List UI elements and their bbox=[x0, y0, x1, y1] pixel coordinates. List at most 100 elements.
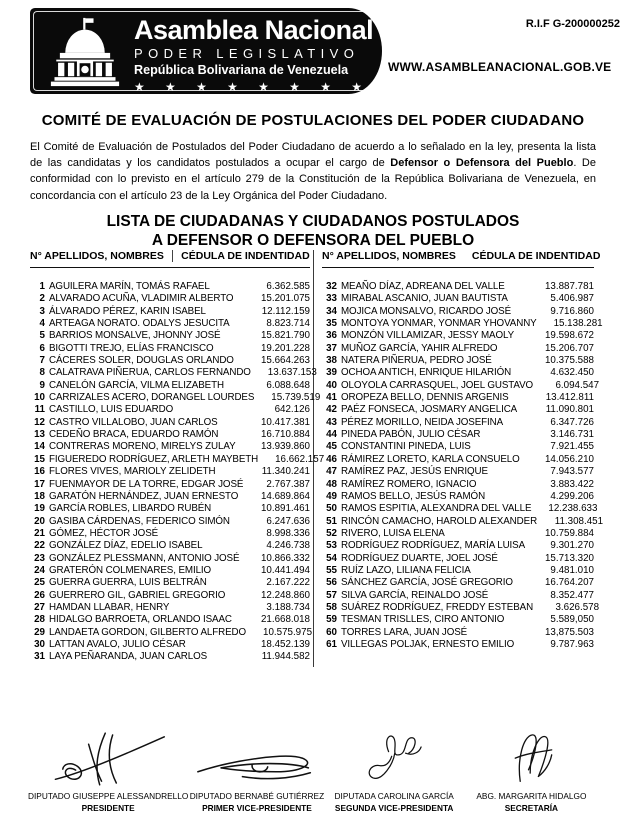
row-name: PINEDA PABÓN, JULIO CÉSAR bbox=[341, 429, 481, 441]
column-header-names: N° APELLIDOS, NOMBRES bbox=[322, 250, 456, 262]
signature-icon bbox=[28, 730, 188, 788]
row-id: 18.452.139 bbox=[260, 638, 310, 650]
table-row: 17 FUENMAYOR DE LA TORRE, EDGAR JOSÉ 2.7… bbox=[30, 479, 310, 491]
row-name: RUÍZ LAZO, LILIANA FELICIA bbox=[341, 564, 471, 576]
intro-part1: El Comité de Evaluación de Postulados de… bbox=[30, 141, 596, 170]
row-id: 4.246.738 bbox=[266, 540, 310, 552]
row-name: SUÁREZ RODRÍGUEZ, FREDDY ESTEBAN bbox=[341, 601, 534, 613]
row-name: TORRES LARA, JUAN JOSÉ bbox=[341, 626, 468, 638]
table-row: 61 VILLEGAS POLJAK, ERNESTO EMILIO 9.787… bbox=[322, 639, 594, 651]
row-name: FUENMAYOR DE LA TORRE, EDGAR JOSÉ bbox=[49, 478, 244, 490]
row-number: 16 bbox=[34, 466, 45, 478]
row-id: 16.710.884 bbox=[260, 429, 310, 441]
row-id: 9.301.270 bbox=[550, 540, 594, 552]
row-number: 1 bbox=[39, 281, 45, 292]
table-row: 32 MEAÑO DÍAZ, ADREANA DEL VALLE 13.887.… bbox=[322, 281, 594, 293]
row-number: 11 bbox=[34, 404, 45, 416]
table-row: 59 TESMAN TRISLLES, CIRO ANTONIO 5.589,0… bbox=[322, 614, 594, 626]
signature-strip: DIPUTADO GIUSEPPE ALESSANDRELLO PRESIDEN… bbox=[28, 730, 600, 813]
row-number: 50 bbox=[326, 503, 337, 515]
column-header-id: CÉDULA DE INDENTIDAD bbox=[471, 250, 601, 262]
signatory-name: ABG. MARGARITA HIDALGO bbox=[476, 791, 587, 801]
list-title-line1: LISTA DE CIUDADANAS Y CIUDADANOS POSTULA… bbox=[106, 213, 520, 230]
table-row: 56 SÁNCHEZ GARCÍA, JOSÉ GREGORIO 16.764.… bbox=[322, 577, 594, 589]
row-id: 13.939.860 bbox=[260, 441, 310, 453]
intro-bold: Defensor o Defensora del Pueblo bbox=[390, 157, 574, 170]
header-divider bbox=[171, 250, 173, 262]
table-row: 54 RODRÍGUEZ DUARTE, JOEL JOSÉ 15.713.32… bbox=[322, 553, 594, 565]
row-id: 10.441.494 bbox=[260, 564, 310, 576]
row-id: 19.598.672 bbox=[544, 330, 594, 342]
signatory-name: DIPUTADO BERNABÉ GUTIÉRREZ bbox=[189, 791, 325, 801]
row-id: 8.823.714 bbox=[266, 318, 310, 330]
row-number: 21 bbox=[34, 527, 45, 539]
row-name: VILLEGAS POLJAK, ERNESTO EMILIO bbox=[341, 638, 515, 650]
row-name: RAMOS ESPITIA, ALEXANDRA DEL VALLE bbox=[341, 503, 532, 515]
table-row: 26 GUERRERO GIL, GABRIEL GREGORIO 12.248… bbox=[30, 590, 310, 602]
row-id: 3.146.731 bbox=[550, 429, 594, 441]
row-name: OCHOA ANTICH, ENRIQUE HILARIÓN bbox=[341, 367, 512, 379]
rif-number: R.I.F G-200000252 bbox=[525, 18, 620, 30]
row-name: CÁCERES SOLER, DOUGLAS ORLANDO bbox=[49, 355, 234, 367]
row-number: 6 bbox=[39, 342, 45, 354]
table-row: 9 CANELÓN GARCÍA, VILMA ELIZABETH 6.088.… bbox=[30, 380, 310, 392]
signature-icon bbox=[188, 730, 325, 788]
row-id: 16.662.157 bbox=[275, 453, 325, 465]
row-name: GUERRA GUERRA, LUIS BELTRÁN bbox=[49, 577, 207, 589]
row-number: 37 bbox=[326, 342, 337, 354]
table-row: 14 CONTRERAS MORENO, MIRELYS ZULAY 13.93… bbox=[30, 441, 310, 453]
row-id: 10.759.884 bbox=[544, 527, 594, 539]
row-number: 55 bbox=[326, 564, 337, 576]
row-number: 57 bbox=[326, 589, 337, 601]
table-row: 51 RINCÓN CAMACHO, HAROLD ALEXANDER 11.3… bbox=[322, 515, 603, 528]
row-name: CARRIZALES ACERO, DORANGEL LOURDES bbox=[49, 392, 255, 404]
row-number: 59 bbox=[326, 614, 337, 626]
row-name: NATERA PIÑERUA, PEDRO JOSÉ bbox=[341, 355, 492, 367]
column-header-names: N° APELLIDOS, NOMBRES bbox=[30, 250, 164, 262]
row-id: 5.589,050 bbox=[550, 614, 594, 626]
row-name: RIVERO, LUISA ELENA bbox=[341, 527, 445, 539]
row-id: 16.764.207 bbox=[544, 577, 594, 589]
row-name: RINCÓN CAMACHO, HAROLD ALEXANDER bbox=[341, 515, 538, 527]
table-row: 11 CASTILLO, LUIS EDUARDO 642.126 bbox=[30, 404, 310, 416]
row-number: 19 bbox=[34, 503, 45, 515]
row-name: OROPEZA BELLO, DENNIS ARGENIS bbox=[341, 392, 509, 404]
row-id: 11.944.582 bbox=[261, 651, 310, 663]
row-id: 8.998.336 bbox=[266, 527, 310, 539]
table-row: 7 CÁCERES SOLER, DOUGLAS ORLANDO 15.664.… bbox=[30, 355, 310, 367]
table-row: 10 CARRIZALES ACERO, DORANGEL LOURDES 15… bbox=[30, 392, 320, 404]
table-row: 27 HAMDAN LLABAR, HENRY 3.188.734 bbox=[30, 602, 310, 614]
row-number: 32 bbox=[326, 281, 337, 292]
row-number: 10 bbox=[34, 392, 45, 404]
table-row: 35 MONTOYA YONMAR, YONMAR YHOVANNY 15.13… bbox=[322, 318, 603, 330]
row-id: 21.668.018 bbox=[260, 614, 310, 626]
row-number: 29 bbox=[34, 626, 45, 638]
signatory-role: PRIMER VICE-PRESIDENTE bbox=[202, 803, 312, 813]
row-id: 15.739.519 bbox=[271, 392, 321, 404]
row-name: GARCÍA ROBLES, LIBARDO RUBÉN bbox=[49, 503, 212, 515]
row-id: 5.406.987 bbox=[550, 293, 594, 305]
row-number: 35 bbox=[326, 318, 337, 330]
row-name: RAMOS BELLO, JESÚS RAMÓN bbox=[341, 490, 486, 502]
row-number: 41 bbox=[326, 392, 337, 404]
row-id: 4.299.206 bbox=[550, 490, 594, 502]
list-title: LISTA DE CIUDADANAS Y CIUDADANOS POSTULA… bbox=[0, 212, 626, 250]
row-name: PÉREZ MORILLO, NEIDA JOSEFINA bbox=[341, 416, 504, 428]
row-name: HAMDAN LLABAR, HENRY bbox=[49, 601, 170, 613]
signatory-role: PRESIDENTE bbox=[81, 803, 135, 813]
row-name: CASTILLO, LUIS EDUARDO bbox=[49, 404, 174, 416]
row-name: CONSTANTINI PINEDA, LUIS bbox=[341, 441, 471, 453]
row-name: GÓMEZ, HÉCTOR JOSÉ bbox=[49, 527, 159, 539]
row-id: 10.575.975 bbox=[263, 626, 313, 638]
table-header: N° APELLIDOS, NOMBRES CÉDULA DE INDENTID… bbox=[322, 250, 600, 268]
table-row: 12 CASTRO VILLALOBO, JUAN CARLOS 10.417.… bbox=[30, 417, 310, 429]
row-name: FLORES VIVES, MARIOLY ZELIDETH bbox=[49, 466, 216, 478]
row-id: 11.308.451 bbox=[554, 515, 604, 527]
row-number: 26 bbox=[34, 589, 45, 601]
table-row: 15 FIGUEREDO RODRÍGUEZ, ARLETH MAYBETH 1… bbox=[30, 454, 324, 466]
signature-block-first-vp: DIPUTADO BERNABÉ GUTIÉRREZ PRIMER VICE-P… bbox=[188, 730, 325, 813]
signatory-name: DIPUTADA CAROLINA GARCÍA bbox=[334, 791, 454, 801]
row-number: 47 bbox=[326, 466, 337, 478]
row-name: GRATERÓN COLMENARES, EMILIO bbox=[49, 564, 212, 576]
table-row: 40 OLOYOLA CARRASQUEL, JOEL GUSTAVO 6.09… bbox=[322, 380, 599, 392]
